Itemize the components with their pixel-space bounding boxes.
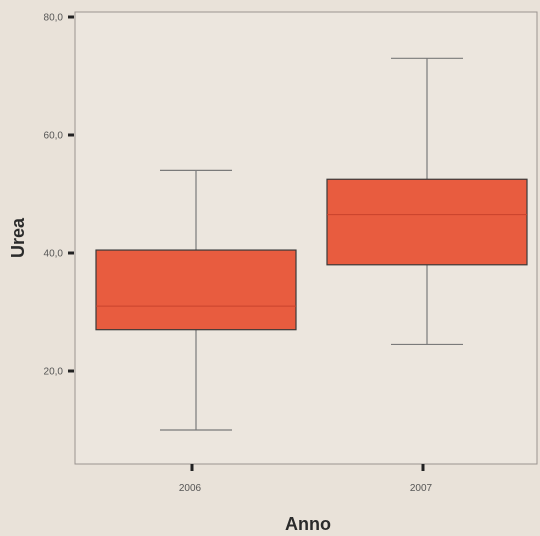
y-axis-title: Urea (8, 217, 28, 258)
y-tick-label: 40,0 (44, 249, 64, 260)
x-tick-label: 2006 (179, 483, 202, 494)
box-2006 (95, 249, 297, 331)
y-tick-label: 80,0 (44, 13, 64, 24)
chart-marks: 20,0 40,0 60,0 80,0 2006 2007 (44, 13, 528, 494)
y-tick-label: 60,0 (44, 131, 64, 142)
box-2007 (326, 178, 528, 266)
x-tick-label: 2007 (410, 483, 433, 494)
y-tick-label: 20,0 (44, 367, 64, 378)
x-axis-title: Anno (285, 514, 331, 534)
